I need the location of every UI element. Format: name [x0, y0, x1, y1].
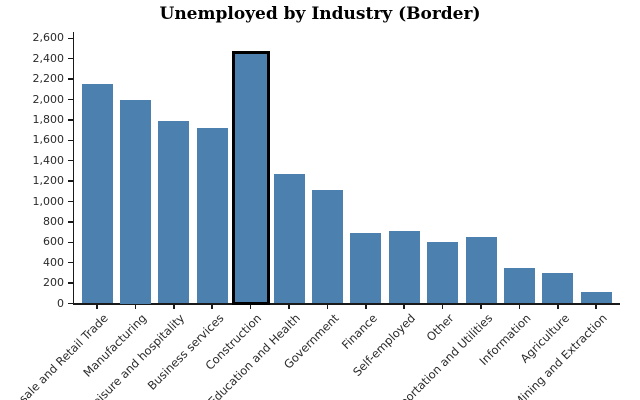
y-axis-line: [72, 32, 75, 304]
bar-other: [427, 242, 459, 304]
x-tick: [249, 305, 252, 309]
x-tick: [441, 305, 444, 309]
y-tick: [68, 57, 73, 60]
bar-transportation-and-utilities: [465, 237, 497, 304]
y-tick-label: 1,200: [32, 174, 65, 188]
y-tick: [68, 302, 73, 305]
x-tick: [288, 305, 290, 309]
chart-title: Unemployed by Industry (Border): [159, 4, 481, 24]
bar-leisure-and-hospitality: [158, 120, 190, 304]
y-tick: [68, 37, 73, 40]
x-tick-label: Other: [423, 311, 457, 344]
y-tick: [68, 200, 73, 203]
bar-information: [503, 267, 535, 304]
bar-education-and-health: [273, 173, 305, 304]
y-tick-label: 2,000: [32, 92, 65, 106]
y-tick-label: 200: [43, 276, 64, 290]
bar-government: [311, 190, 343, 304]
x-tick: [403, 305, 405, 309]
y-tick-label: 600: [43, 235, 64, 249]
bar-construction-highlighted: [231, 51, 270, 306]
y-tick-label: 2,400: [32, 51, 65, 65]
y-tick-label: 0: [57, 296, 64, 310]
bar-self-employed: [388, 231, 420, 304]
y-tick: [68, 119, 73, 121]
bar-business-services: [196, 128, 228, 304]
y-tick: [68, 139, 73, 142]
x-axis-line: [72, 303, 620, 305]
x-tick: [96, 305, 98, 309]
y-tick-label: 400: [43, 255, 64, 269]
y-tick: [68, 261, 73, 264]
y-tick-label: 1,600: [32, 133, 65, 147]
y-tick-label: 1,400: [32, 153, 65, 167]
bar-mining-and-extraction: [580, 292, 612, 304]
y-tick-label: 800: [43, 214, 64, 228]
x-tick: [173, 305, 175, 309]
y-tick: [68, 180, 73, 182]
y-tick: [68, 282, 73, 284]
x-tick: [595, 305, 597, 309]
x-tick: [518, 305, 521, 309]
bar-manufacturing: [119, 99, 151, 304]
x-tick: [557, 305, 559, 309]
x-tick: [134, 305, 137, 309]
y-tick: [68, 98, 73, 101]
x-tick: [365, 305, 367, 309]
y-tick-label: 2,600: [32, 31, 65, 45]
bar-agriculture: [542, 272, 574, 304]
x-tick: [480, 305, 482, 309]
x-tick: [326, 305, 329, 309]
y-tick: [68, 78, 73, 80]
y-tick-label: 1,800: [32, 112, 65, 126]
bar-finance: [350, 233, 382, 304]
bar-wholesale-and-retail-trade: [81, 84, 113, 304]
y-tick: [68, 241, 73, 244]
y-tick-label: 1,000: [32, 194, 65, 208]
x-tick: [211, 305, 213, 309]
y-tick: [68, 221, 73, 223]
y-tick-label: 2,200: [32, 72, 65, 86]
y-tick: [68, 159, 73, 162]
